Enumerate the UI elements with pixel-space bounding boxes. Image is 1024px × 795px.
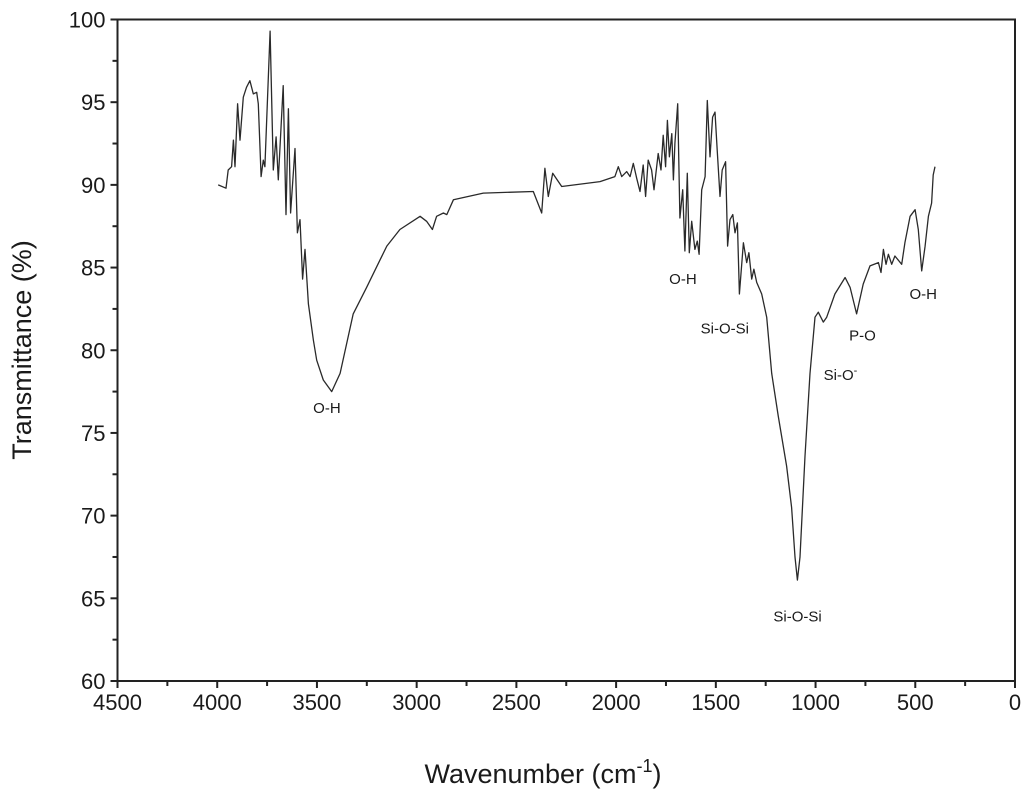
peak-label: Si-O- xyxy=(824,365,858,384)
peak-label-text: O-H xyxy=(669,271,697,288)
spectrum-line xyxy=(217,30,936,581)
y-tick-label: 60 xyxy=(81,669,105,694)
peak-label-text: Si-O xyxy=(824,367,854,384)
y-tick-label: 70 xyxy=(81,504,105,529)
x-axis-title: Wavenumber (cm-1) xyxy=(424,756,661,789)
y-tick-label: 95 xyxy=(81,90,105,115)
y-axis-title: Transmittance (%) xyxy=(7,240,37,460)
peak-label: Si-O-Si xyxy=(773,608,821,625)
peak-label: Si-O-Si xyxy=(701,321,749,338)
peak-label-superscript: - xyxy=(854,365,858,377)
x-tick-label: 0 xyxy=(1009,690,1021,715)
peak-label-text: O-H xyxy=(313,400,341,417)
peak-label-text: P-O xyxy=(849,327,876,344)
y-tick-label: 80 xyxy=(81,338,105,363)
x-tick-label: 1500 xyxy=(691,690,740,715)
x-tick-label: 500 xyxy=(897,690,934,715)
y-tick-label: 75 xyxy=(81,421,105,446)
peak-label: P-O xyxy=(849,327,876,344)
x-tick-label: 4000 xyxy=(193,690,242,715)
y-tick-label: 65 xyxy=(81,586,105,611)
peak-label-text: O-H xyxy=(910,286,938,303)
x-tick-label: 1000 xyxy=(791,690,840,715)
peak-label: O-H xyxy=(910,286,938,303)
x-tick-label: 3500 xyxy=(292,690,341,715)
x-tick-label: 2500 xyxy=(492,690,541,715)
x-tick-label: 4500 xyxy=(93,690,142,715)
y-tick-label: 100 xyxy=(69,8,106,33)
peak-label: O-H xyxy=(669,271,697,288)
y-tick-label: 90 xyxy=(81,173,105,198)
peak-annotations: O-H O-H Si-O-Si Si-O-Si Si-O- P-O O-H xyxy=(313,271,937,625)
peak-label-text: Si-O-Si xyxy=(701,321,749,338)
peak-label: O-H xyxy=(313,400,341,417)
axis-ticks: 4500 4000 3500 3000 2500 2000 1500 1000 500 0 60 65… xyxy=(69,8,1021,716)
x-tick-label: 3000 xyxy=(392,690,441,715)
plot-frame xyxy=(116,18,1016,682)
x-tick-label: 2000 xyxy=(592,690,641,715)
y-tick-label: 85 xyxy=(81,256,105,281)
peak-label-text: Si-O-Si xyxy=(773,608,821,625)
